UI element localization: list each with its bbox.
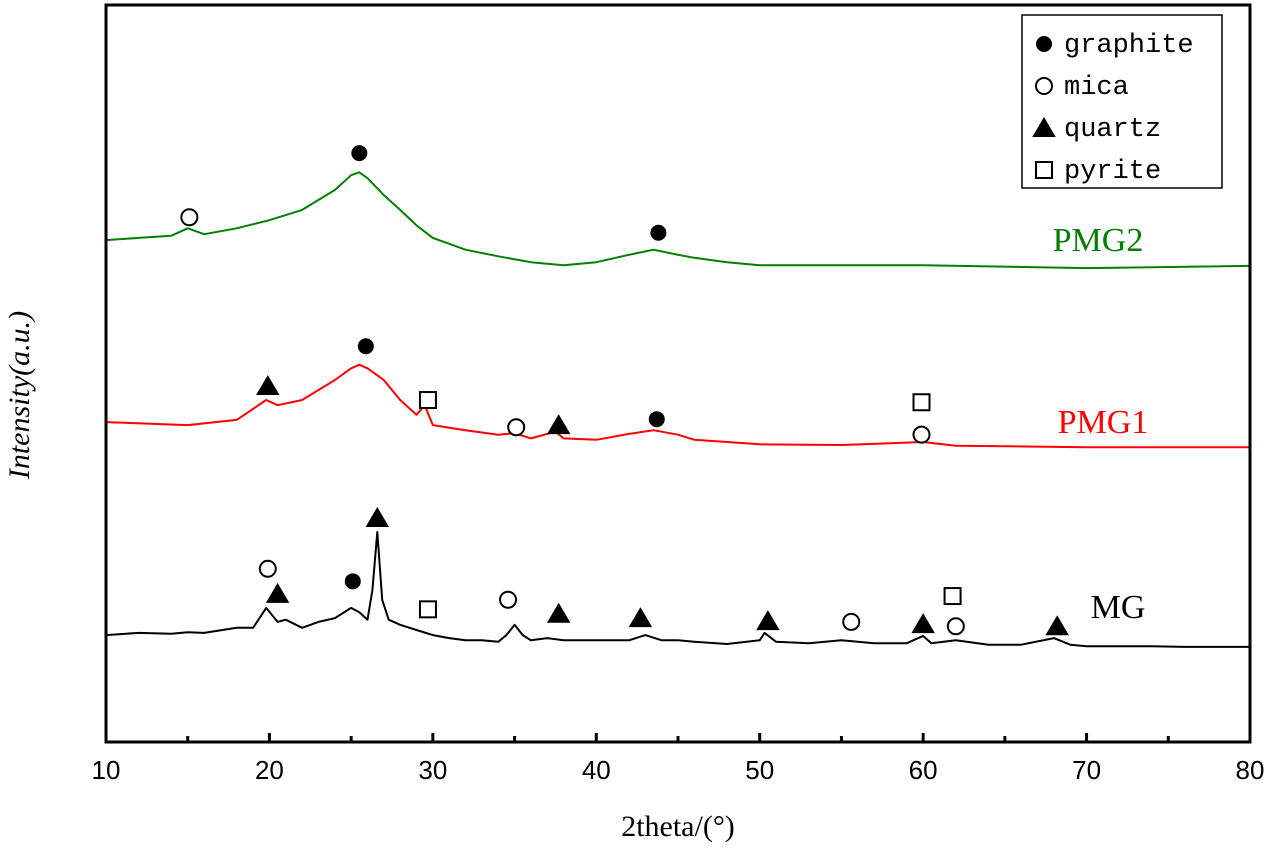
phase-marker xyxy=(1045,615,1069,636)
x-tick-label: 80 xyxy=(1236,755,1265,785)
legend-label: quartz xyxy=(1064,115,1161,145)
x-tick-label: 60 xyxy=(909,755,938,785)
series-line xyxy=(105,171,1251,270)
series-line xyxy=(105,363,1250,449)
phase-marker xyxy=(357,338,374,355)
y-axis-label: Intensity(a.u.) xyxy=(3,311,36,480)
phase-marker xyxy=(507,418,526,437)
series-line xyxy=(105,531,1250,648)
phase-marker xyxy=(912,393,931,412)
phase-marker xyxy=(842,612,861,631)
x-tick-label: 40 xyxy=(582,755,611,785)
phase-marker xyxy=(365,506,390,527)
x-tick-label: 10 xyxy=(92,755,121,785)
phase-marker xyxy=(256,375,280,396)
legend-box xyxy=(1021,14,1223,189)
phase-marker xyxy=(418,600,437,619)
legend-symbol xyxy=(1035,161,1053,179)
x-tick-label: 20 xyxy=(255,755,284,785)
series-label: PMG1 xyxy=(1058,404,1149,441)
phase-marker xyxy=(546,602,571,623)
phase-marker xyxy=(648,411,665,428)
legend: graphite mica quartz pyrite xyxy=(1021,14,1223,189)
legend-symbol xyxy=(1036,36,1052,52)
phase-marker xyxy=(756,610,780,631)
phase-marker xyxy=(499,590,518,609)
phase-marker xyxy=(911,613,935,634)
phase-marker xyxy=(546,414,571,435)
phase-marker xyxy=(912,425,931,444)
phase-marker xyxy=(258,559,277,578)
phase-marker xyxy=(946,617,965,636)
legend-symbol xyxy=(1032,117,1056,137)
phase-marker xyxy=(943,587,962,606)
legend-label: graphite xyxy=(1064,31,1194,61)
x-tick-label: 70 xyxy=(1072,755,1101,785)
legend-label: mica xyxy=(1064,73,1129,103)
phase-marker xyxy=(344,573,361,590)
phase-marker xyxy=(180,208,199,227)
legend-symbol xyxy=(1035,77,1053,95)
phase-marker xyxy=(418,391,437,410)
phase-marker xyxy=(265,582,290,603)
legend-label: pyrite xyxy=(1064,157,1161,187)
x-axis-label: 2theta/(°) xyxy=(621,810,735,843)
x-tick-label: 50 xyxy=(745,755,774,785)
phase-marker xyxy=(628,607,653,628)
series-label: PMG2 xyxy=(1053,222,1144,259)
series-label: MG xyxy=(1091,589,1146,626)
phase-marker xyxy=(650,224,667,241)
phase-marker xyxy=(351,145,368,162)
x-tick-label: 30 xyxy=(418,755,447,785)
